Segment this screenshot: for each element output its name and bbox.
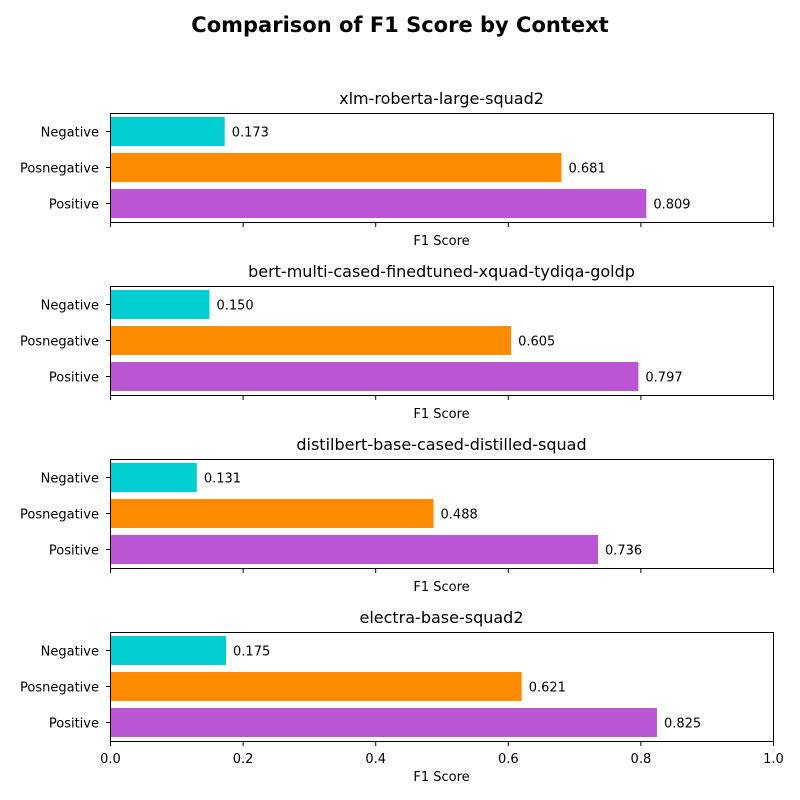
y-tick-label-positive: Positive <box>49 198 99 213</box>
bar-positive <box>110 708 657 737</box>
value-label-positive: 0.736 <box>605 544 642 559</box>
bar-negative <box>110 463 197 492</box>
y-tick-label-negative: Negative <box>41 645 99 660</box>
x-axis-label: F1 Score <box>413 770 469 785</box>
value-label-positive: 0.797 <box>645 371 682 386</box>
x-tick-label: 0.2 <box>233 752 254 767</box>
plot-frame <box>110 459 774 569</box>
subplot-title: bert-multi-cased-finedtuned-xquad-tydiqa… <box>248 262 635 281</box>
value-label-positive: 0.825 <box>664 717 701 732</box>
bar-positive <box>110 189 647 218</box>
y-tick-label-posnegative: Posnegative <box>20 681 99 696</box>
bar-positive <box>110 535 598 564</box>
x-tick-label: 0.0 <box>100 752 121 767</box>
value-label-negative: 0.131 <box>204 472 241 487</box>
x-tick-label: 0.6 <box>498 752 519 767</box>
value-label-posnegative: 0.621 <box>529 681 566 696</box>
bar-posnegative <box>110 326 512 355</box>
plot-frame <box>110 632 774 742</box>
subplot-title: electra-base-squad2 <box>359 608 523 627</box>
plot-frame <box>110 113 774 223</box>
subplot-title: xlm-roberta-large-squad2 <box>339 89 544 108</box>
plot-frame <box>110 286 774 396</box>
x-axis-label: F1 Score <box>413 407 469 422</box>
bar-posnegative <box>110 499 434 528</box>
value-label-posnegative: 0.605 <box>518 335 555 350</box>
bar-posnegative <box>110 153 562 182</box>
subplot-grid: xlm-roberta-large-squad2 0.809 Positive 0.6… <box>20 89 784 785</box>
value-label-negative: 0.150 <box>216 299 253 314</box>
y-tick-label-posnegative: Posnegative <box>20 508 99 523</box>
subplot-1: xlm-roberta-large-squad2 0.809 Positive 0.6… <box>20 89 774 249</box>
x-axis-label: F1 Score <box>413 580 469 595</box>
value-label-negative: 0.173 <box>232 126 269 141</box>
bar-negative <box>110 636 227 665</box>
x-tick-label: 1.0 <box>763 752 784 767</box>
subplot-3: distilbert-base-cased-distilled-squad 0.7… <box>20 435 774 595</box>
value-label-negative: 0.175 <box>233 645 270 660</box>
value-label-posnegative: 0.488 <box>441 508 478 523</box>
y-tick-label-negative: Negative <box>41 472 99 487</box>
bar-posnegative <box>110 672 522 701</box>
subplot-2: bert-multi-cased-finedtuned-xquad-tydiqa… <box>20 262 774 422</box>
subplot-4: electra-base-squad2 0.825 Positive 0.621 Pos… <box>20 608 784 785</box>
y-tick-label-negative: Negative <box>41 126 99 141</box>
figure-title: Comparison of F1 Score by Context <box>191 13 608 37</box>
value-label-positive: 0.809 <box>653 198 690 213</box>
bar-negative <box>110 290 210 319</box>
x-tick-label: 0.8 <box>631 752 652 767</box>
subplot-title: distilbert-base-cased-distilled-squad <box>296 435 586 454</box>
y-tick-label-positive: Positive <box>49 544 99 559</box>
y-tick-label-negative: Negative <box>41 299 99 314</box>
y-tick-label-posnegative: Posnegative <box>20 162 99 177</box>
bar-negative <box>110 117 225 146</box>
value-label-posnegative: 0.681 <box>569 162 606 177</box>
y-tick-label-posnegative: Posnegative <box>20 335 99 350</box>
y-tick-label-positive: Positive <box>49 717 99 732</box>
x-tick-label: 0.4 <box>365 752 386 767</box>
x-axis-label: F1 Score <box>413 234 469 249</box>
y-tick-label-positive: Positive <box>49 371 99 386</box>
bar-positive <box>110 362 639 391</box>
